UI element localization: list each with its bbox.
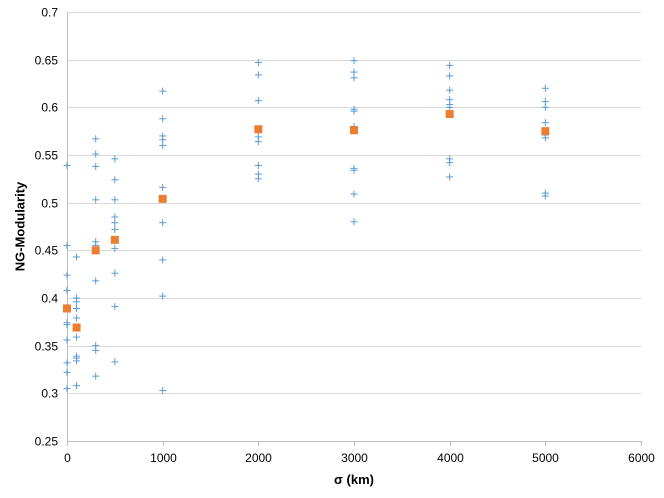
data-point-plus: [159, 141, 167, 149]
data-point-plus: [73, 382, 81, 390]
data-point-mean: [158, 194, 167, 203]
data-point-plus: [159, 256, 167, 264]
data-point-plus: [73, 357, 81, 365]
data-point-plus: [63, 336, 71, 344]
x-tick-label: 0: [64, 451, 71, 465]
data-point-plus: [111, 358, 119, 366]
x-tick-label: 2000: [245, 451, 272, 465]
y-tick-label: 0.65: [35, 54, 59, 68]
data-point-plus: [159, 87, 167, 95]
data-point-plus: [73, 304, 81, 312]
y-tick-label: 0.45: [35, 244, 59, 258]
data-point-mean: [541, 127, 550, 136]
data-point-plus: [111, 176, 119, 184]
y-tick-label: 0.5: [41, 197, 58, 211]
y-tick-label: 0.35: [35, 340, 59, 354]
data-point-plus: [63, 359, 71, 367]
data-point-plus: [63, 286, 71, 294]
data-point-plus: [73, 314, 81, 322]
data-point-plus: [159, 219, 167, 227]
data-point-plus: [350, 166, 358, 174]
x-axis-title: σ (km): [334, 472, 374, 487]
data-point-plus: [446, 72, 454, 80]
data-point-plus: [63, 368, 71, 376]
data-point-plus: [92, 150, 100, 158]
data-point-plus: [159, 386, 167, 394]
data-point-plus: [63, 161, 71, 169]
x-tick-label: 1000: [150, 451, 177, 465]
y-tick-labels: 0.25 0.3 0.35 0.4 0.45 0.5 0.55 0.6 0.65 0.7: [35, 6, 59, 449]
data-point-plus: [111, 196, 119, 204]
data-point-plus: [92, 277, 100, 285]
x-tick-label: 3000: [341, 451, 368, 465]
data-point-plus: [254, 138, 262, 146]
data-point-plus: [63, 271, 71, 279]
y-tick-label: 0.55: [35, 149, 59, 163]
data-point-plus: [92, 372, 100, 380]
data-point-mean: [350, 126, 358, 135]
data-point-plus: [63, 242, 71, 250]
data-point-plus: [73, 298, 81, 306]
x-tick-label: 4000: [437, 451, 464, 465]
data-point-mean: [91, 246, 100, 255]
data-point-plus: [92, 196, 100, 204]
data-point-plus: [254, 161, 262, 169]
data-point-plus: [73, 253, 81, 261]
y-tick-label: 0.4: [41, 292, 58, 306]
data-point-plus: [350, 107, 358, 115]
data-point-plus: [254, 71, 262, 79]
data-points: [63, 57, 550, 394]
data-point-plus: [159, 292, 167, 300]
x-tick-label: 5000: [532, 451, 559, 465]
y-tick-label: 0.25: [35, 435, 59, 449]
data-point-plus: [541, 134, 549, 142]
data-point-plus: [111, 244, 119, 252]
data-point-plus: [92, 135, 100, 143]
data-point-mean: [254, 125, 263, 134]
data-point-plus: [446, 173, 454, 181]
y-tick-label: 0.6: [41, 101, 58, 115]
data-point-plus: [350, 57, 358, 65]
y-axis-title: NG-Modularity: [13, 181, 28, 271]
data-point-plus: [254, 59, 262, 67]
data-point-plus: [111, 219, 119, 227]
data-point-plus: [541, 103, 549, 111]
data-point-plus: [111, 303, 119, 311]
data-point-plus: [446, 103, 454, 111]
data-point-plus: [111, 155, 119, 163]
data-point-plus: [111, 269, 119, 277]
data-point-mean: [63, 304, 71, 313]
data-point-mean: [110, 235, 119, 244]
data-point-plus: [63, 321, 71, 329]
data-point-plus: [446, 86, 454, 94]
data-point-plus: [159, 183, 167, 191]
data-point-mean: [445, 110, 454, 119]
data-point-plus: [350, 74, 358, 82]
y-tick-label: 0.7: [41, 6, 58, 20]
data-point-plus: [254, 97, 262, 105]
data-point-plus: [541, 84, 549, 92]
data-point-plus: [159, 115, 167, 123]
data-point-plus: [92, 346, 100, 354]
data-point-plus: [73, 333, 81, 341]
data-point-plus: [541, 192, 549, 200]
data-point-plus: [92, 162, 100, 170]
data-point-plus: [446, 159, 454, 167]
y-tick-label: 0.3: [41, 387, 58, 401]
data-point-plus: [350, 218, 358, 226]
data-point-plus: [63, 385, 71, 393]
data-point-plus: [254, 175, 262, 183]
x-tick-label: 6000: [628, 451, 655, 465]
data-point-mean: [72, 323, 81, 332]
data-point-plus: [111, 225, 119, 233]
x-tick-labels: 0 1000 2000 3000 4000 5000 6000: [64, 451, 655, 465]
data-point-plus: [446, 61, 454, 69]
data-point-plus: [541, 119, 549, 127]
data-point-plus: [350, 190, 358, 198]
